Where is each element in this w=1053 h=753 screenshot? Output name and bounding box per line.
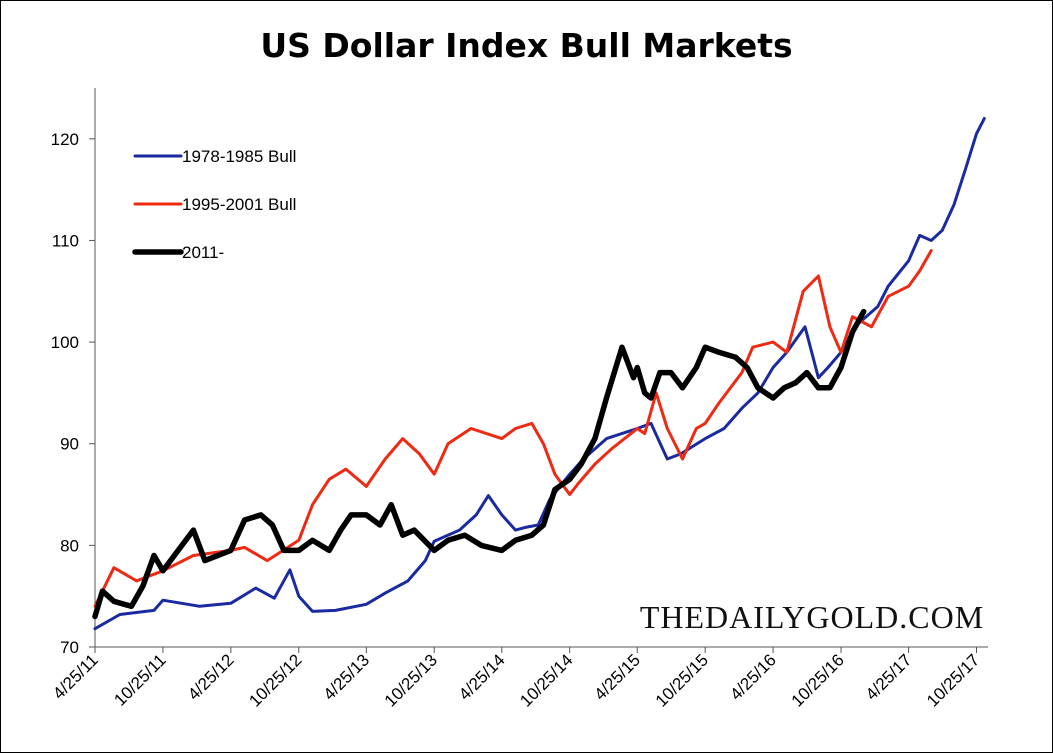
y-tick-label: 110 [52,231,79,250]
y-tick-label: 100 [51,333,79,352]
series-line-2 [92,308,867,620]
x-tick-label: 4/25/16 [726,650,780,704]
chart-title: US Dollar Index Bull Markets [260,26,793,65]
x-tick-label: 10/25/11 [110,650,169,709]
x-tick-label: 10/25/14 [516,650,576,710]
x-tick-label: 4/25/13 [320,650,374,704]
legend-label-1: 1995-2001 Bull [182,195,296,214]
watermark-text: THEDAILYGOLD.COM [640,599,984,635]
y-tick-label: 80 [60,536,79,555]
x-tick-label: 4/25/17 [862,650,916,704]
series-line-1 [93,249,933,608]
x-tick-label: 10/25/15 [652,650,712,710]
y-tick-label: 70 [60,638,79,657]
x-tick-label: 10/25/13 [381,650,441,710]
x-tick-label: 10/25/12 [245,650,305,710]
series-lines [92,117,986,631]
y-tick-label: 90 [60,435,79,454]
y-tick-label: 120 [51,130,79,149]
legend: 1978-1985 Bull 1995-2001 Bull 2011- [132,147,296,262]
x-tick-label: 4/25/11 [49,650,102,703]
x-tick-label: 4/25/12 [184,650,238,704]
x-tick-label: 10/25/17 [923,650,983,710]
x-tick-label: 10/25/16 [788,650,848,710]
x-tick-label: 4/25/14 [455,650,509,704]
legend-label-2: 2011- [182,243,224,262]
x-tick-label: 4/25/15 [591,650,645,704]
legend-label-0: 1978-1985 Bull [182,147,296,166]
